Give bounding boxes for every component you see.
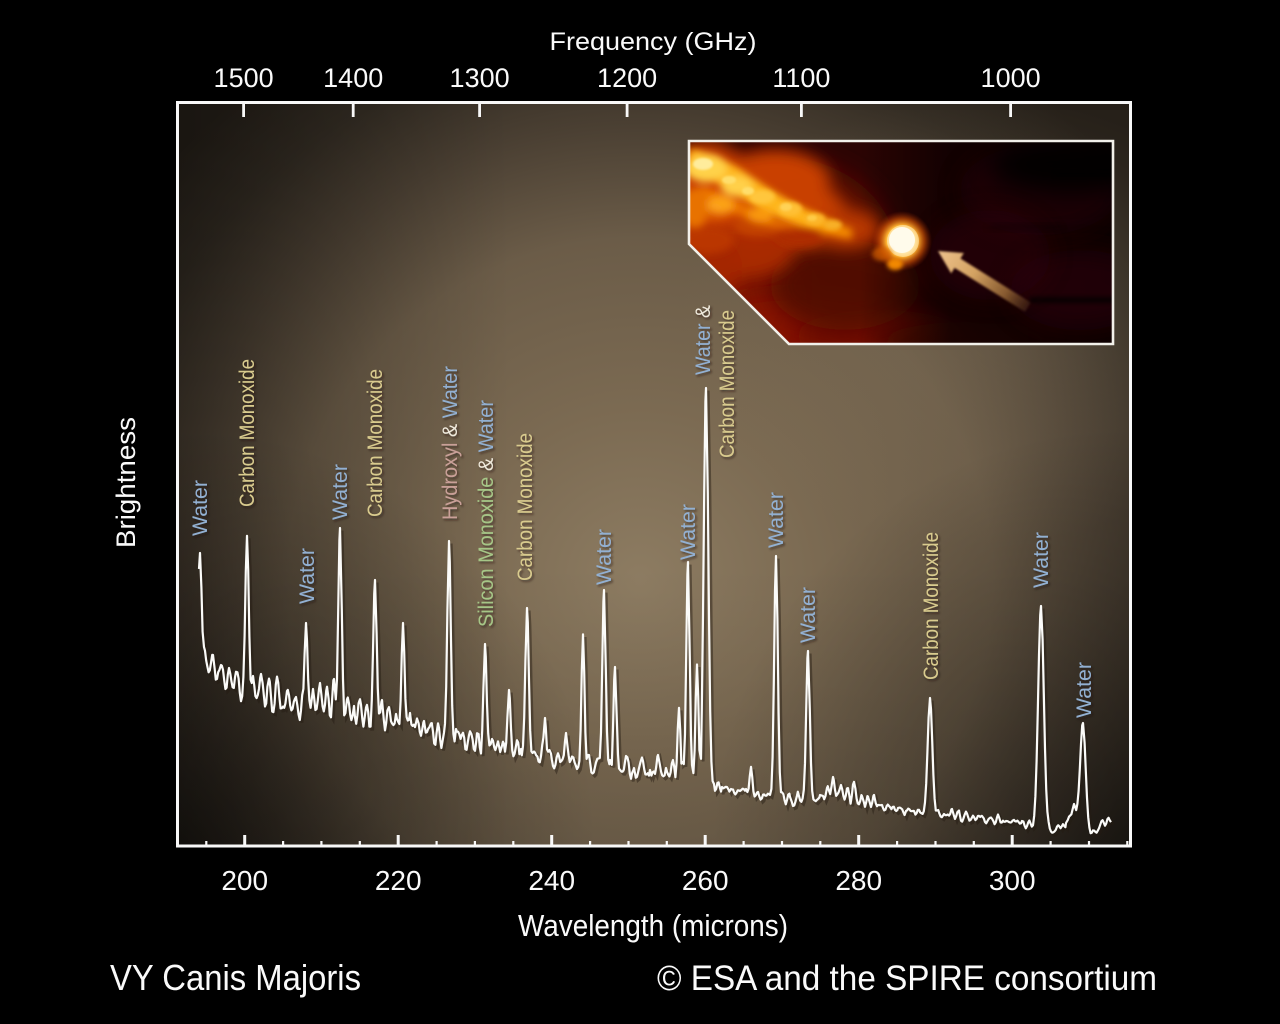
svg-text:1500: 1500 — [214, 63, 274, 93]
svg-text:Brightness: Brightness — [111, 417, 141, 548]
svg-text:Carbon Monoxide: Carbon Monoxide — [236, 359, 259, 507]
svg-text:Water: Water — [677, 504, 700, 560]
svg-text:Carbon Monoxide: Carbon Monoxide — [716, 310, 739, 458]
svg-text:220: 220 — [375, 865, 422, 896]
svg-text:Water: Water — [765, 492, 788, 548]
svg-text:300: 300 — [989, 865, 1036, 896]
svg-text:Carbon Monoxide: Carbon Monoxide — [514, 433, 537, 581]
svg-text:VY Canis Majoris: VY Canis Majoris — [110, 957, 361, 998]
svg-text:1400: 1400 — [323, 63, 383, 93]
svg-text:Carbon Monoxide: Carbon Monoxide — [364, 369, 387, 517]
svg-text:Wavelength (microns): Wavelength (microns) — [518, 908, 788, 943]
svg-text:1000: 1000 — [981, 63, 1041, 93]
svg-text:Water: Water — [593, 529, 616, 585]
svg-text:200: 200 — [221, 865, 268, 896]
svg-text:Water &: Water & — [692, 305, 715, 375]
svg-text:Water: Water — [797, 587, 820, 643]
svg-text:© ESA and the SPIRE consortium: © ESA and the SPIRE consortium — [657, 959, 1157, 998]
svg-text:Water: Water — [1073, 662, 1096, 718]
svg-text:260: 260 — [682, 865, 729, 896]
svg-text:1200: 1200 — [597, 63, 657, 93]
svg-text:Carbon Monoxide: Carbon Monoxide — [920, 532, 943, 680]
svg-text:Water: Water — [296, 548, 319, 604]
svg-text:Water: Water — [1030, 532, 1053, 588]
svg-text:Water: Water — [329, 464, 352, 520]
svg-text:Frequency (GHz): Frequency (GHz) — [550, 28, 757, 56]
svg-text:1300: 1300 — [450, 63, 510, 93]
svg-text:Water: Water — [189, 480, 212, 536]
svg-text:1100: 1100 — [772, 63, 830, 93]
svg-text:Silicon Monoxide & Water: Silicon Monoxide & Water — [475, 400, 498, 627]
svg-text:280: 280 — [835, 865, 882, 896]
svg-text:240: 240 — [528, 865, 575, 896]
svg-text:Hydroxyl & Water: Hydroxyl & Water — [439, 366, 462, 520]
